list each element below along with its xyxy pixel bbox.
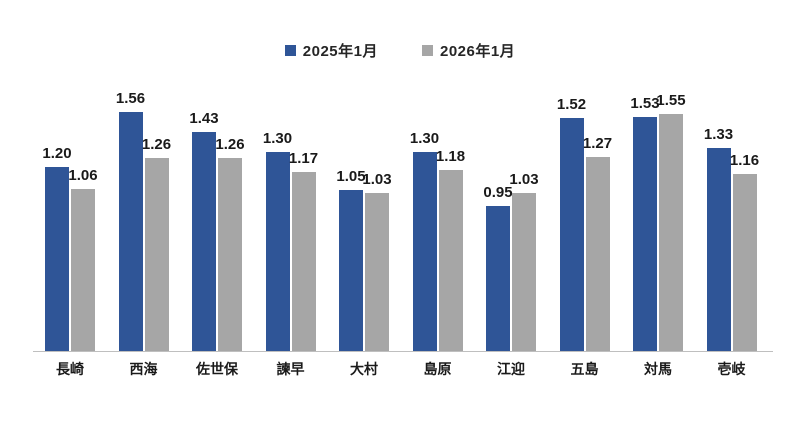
value-label-s1-島原: 1.18 (435, 148, 466, 165)
value-label-s0-西海: 1.56 (115, 90, 146, 107)
bar-s0-壱岐 (706, 148, 731, 351)
bar-s1-五島 (585, 157, 610, 351)
legend-swatch-2026 (422, 45, 433, 56)
value-label-s1-西海: 1.26 (141, 136, 172, 153)
value-label-s1-大村: 1.03 (362, 171, 392, 188)
category-label-佐世保: 佐世保 (196, 361, 238, 377)
category-label-島原: 島原 (423, 361, 452, 377)
chart-legend: 2025年1月 2026年1月 (0, 40, 800, 61)
value-label-s0-佐世保: 1.43 (189, 110, 219, 127)
bar-s1-諫早 (291, 172, 316, 351)
value-label-s0-江迎: 0.95 (483, 184, 513, 201)
legend-label-2025: 2025年1月 (302, 43, 378, 60)
bar-s0-諫早 (265, 152, 290, 351)
bar-s0-対馬 (633, 117, 657, 351)
bar-s0-西海 (118, 112, 143, 351)
category-label-西海: 西海 (129, 361, 158, 377)
x-axis-line (33, 351, 773, 352)
category-label-長崎: 長崎 (56, 361, 84, 377)
value-label-s1-長崎: 1.06 (68, 167, 98, 184)
bar-s0-島原 (412, 152, 437, 351)
bar-s1-大村 (365, 193, 389, 351)
bar-s1-江迎 (512, 193, 536, 351)
value-label-s1-壱岐: 1.16 (729, 152, 760, 169)
value-label-s1-五島: 1.27 (582, 135, 613, 152)
value-label-s1-江迎: 1.03 (509, 171, 539, 188)
bar-s1-島原 (438, 170, 463, 351)
legend-label-2026: 2026年1月 (440, 43, 516, 60)
bar-s0-長崎 (45, 167, 69, 351)
category-label-諫早: 諫早 (276, 361, 305, 377)
bar-s0-大村 (339, 190, 363, 351)
value-label-s0-島原: 1.30 (409, 130, 440, 147)
category-label-江迎: 江迎 (497, 361, 525, 377)
value-label-s1-対馬: 1.55 (656, 92, 686, 109)
value-label-s0-対馬: 1.53 (630, 95, 660, 112)
value-label-s1-諫早: 1.17 (288, 150, 319, 167)
category-label-対馬: 対馬 (644, 361, 672, 377)
legend-item-2026: 2026年1月 (422, 40, 515, 61)
bar-s0-五島 (559, 118, 584, 351)
bar-s1-対馬 (659, 114, 683, 351)
bar-s1-長崎 (71, 189, 95, 351)
bar-s1-壱岐 (732, 174, 757, 351)
value-label-s0-五島: 1.52 (556, 96, 587, 113)
value-label-s0-壱岐: 1.33 (703, 126, 734, 143)
legend-item-2025: 2025年1月 (284, 40, 378, 61)
bar-s1-佐世保 (218, 158, 242, 351)
value-label-s0-諫早: 1.30 (262, 130, 293, 147)
bar-s1-西海 (144, 158, 169, 351)
category-label-大村: 大村 (350, 361, 378, 377)
bar-s0-江迎 (486, 206, 510, 351)
value-label-s1-佐世保: 1.26 (215, 136, 245, 153)
bar-s0-佐世保 (192, 132, 216, 351)
value-label-s0-長崎: 1.20 (42, 145, 72, 162)
category-label-五島: 五島 (570, 361, 599, 377)
category-label-壱岐: 壱岐 (717, 361, 746, 377)
value-label-s0-大村: 1.05 (336, 168, 366, 185)
legend-swatch-2025 (284, 45, 296, 56)
